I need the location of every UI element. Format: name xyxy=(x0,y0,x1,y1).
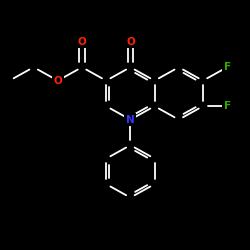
Text: O: O xyxy=(126,37,135,47)
Text: F: F xyxy=(224,101,231,111)
Text: F: F xyxy=(224,62,231,72)
Text: O: O xyxy=(54,76,62,86)
Text: N: N xyxy=(126,114,135,124)
Text: O: O xyxy=(78,37,86,47)
